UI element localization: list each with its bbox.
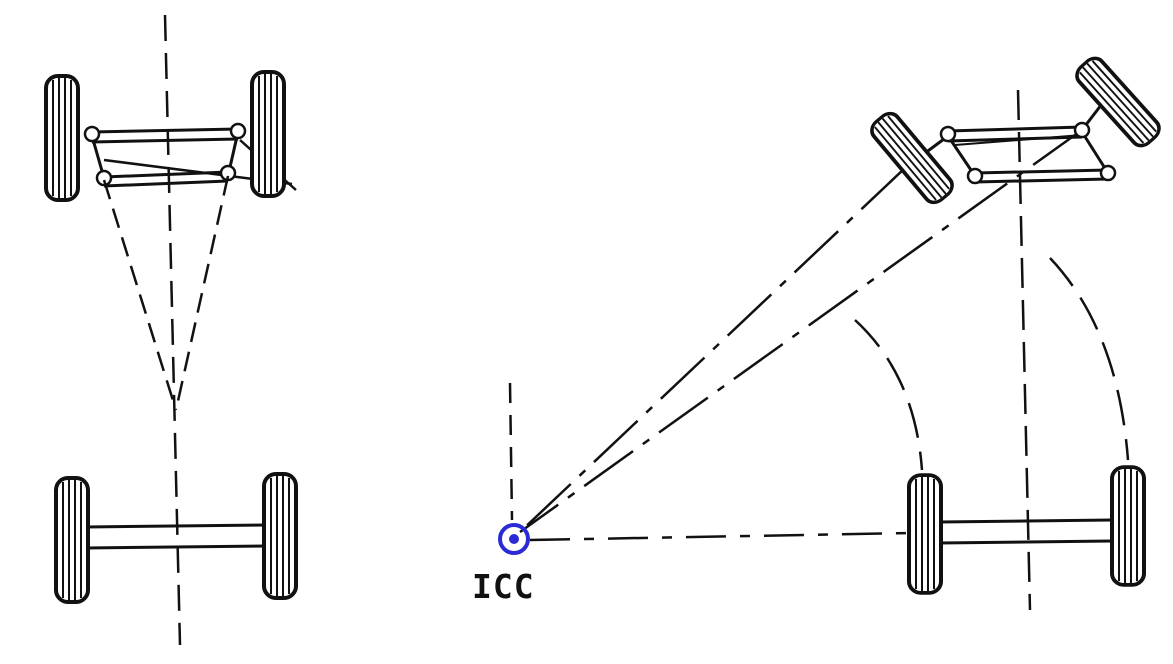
rear-right-tire: [262, 472, 298, 600]
icc-marker: [498, 523, 530, 555]
rear-axle: [85, 523, 269, 550]
vehicle-centerline: [163, 14, 182, 646]
icc-label: ICC: [472, 567, 535, 606]
ackermann-line-left: [102, 179, 178, 411]
front-left-radius-line: [519, 167, 906, 533]
icc-outer-ring: [498, 523, 530, 555]
tie-rod-joint: [966, 167, 984, 185]
rear-left-tire: [907, 473, 943, 595]
kingpin-joint: [83, 125, 101, 143]
inner-wheel-path: [854, 319, 924, 471]
vehicle-centerline: [1016, 89, 1032, 611]
rear-axle-extension: [529, 531, 911, 542]
turning-vehicle: ICC: [472, 52, 1166, 611]
front-right-tire: [250, 70, 286, 198]
kingpin-joint: [1073, 121, 1091, 139]
rear-left-tire: [54, 476, 90, 604]
front-left-tire: [44, 74, 80, 202]
front-steering-linkage: [904, 99, 1117, 185]
kingpin-joint: [229, 122, 247, 140]
icc-center-dot: [509, 534, 519, 544]
tie-rod-joint: [1099, 164, 1117, 182]
front-steering-linkage: [83, 122, 297, 191]
straight-vehicle: [44, 14, 298, 646]
icc-vertical-line: [508, 382, 514, 521]
front-right-radius-line: [519, 128, 1083, 534]
outer-wheel-path: [1049, 257, 1130, 461]
rear-axle: [939, 518, 1113, 545]
ackermann-line-right: [174, 175, 230, 411]
kingpin-joint: [939, 125, 957, 143]
rear-right-tire: [1110, 465, 1146, 587]
tie-rod-joint: [95, 169, 113, 187]
